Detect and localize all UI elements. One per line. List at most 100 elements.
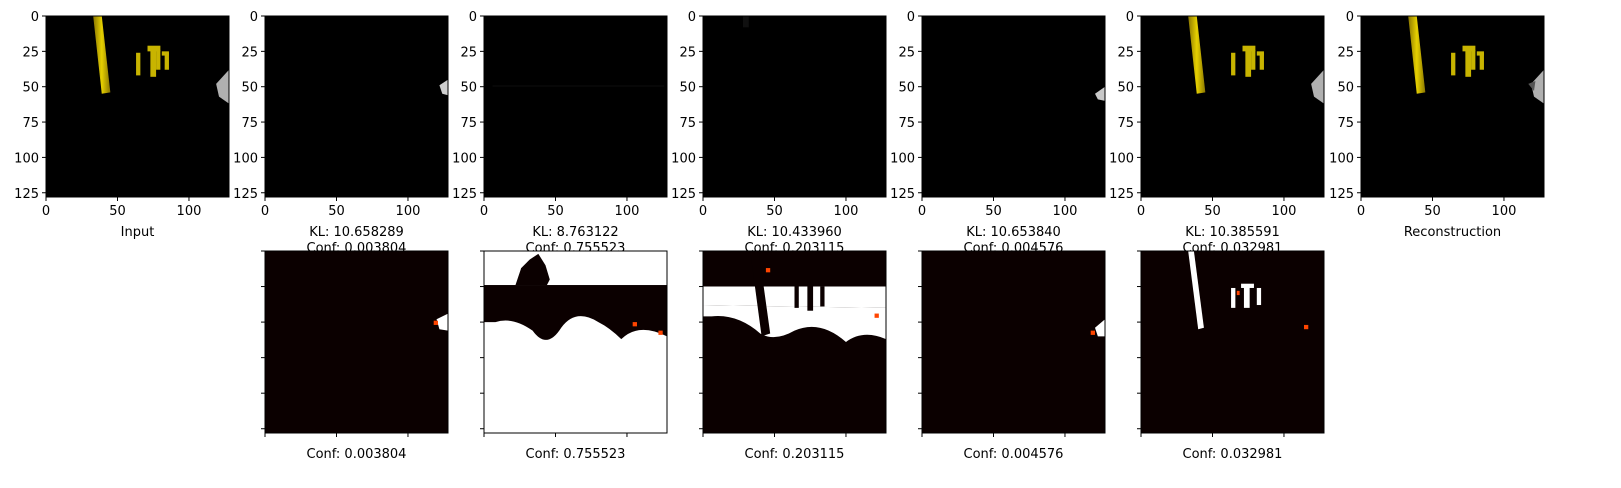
peg-cap [147, 45, 161, 52]
y-tick-label: 100 [233, 151, 258, 166]
axes-frame [483, 15, 668, 198]
bar-object [1188, 16, 1206, 94]
x-tick-label: 50 [766, 204, 783, 219]
y-tick-label: 100 [890, 151, 915, 166]
x-tick-label: 0 [918, 204, 926, 219]
x-tick-label: 100 [396, 204, 421, 219]
mask-background [703, 251, 886, 433]
axes-frame [1140, 15, 1325, 198]
y-tick-label: 0 [250, 10, 258, 25]
y-tick-label: 0 [907, 10, 915, 25]
peg-object [1251, 49, 1256, 70]
y-tick-label: 25 [241, 45, 258, 60]
x-tick-label: 50 [547, 204, 564, 219]
x-tick-label: 0 [42, 204, 50, 219]
kl-label: KL: 10.433960 [747, 225, 842, 240]
mask-peg [794, 285, 799, 308]
mask-band [484, 285, 667, 340]
conf-label: Conf: 0.003804 [307, 447, 407, 462]
y-tick-label: 125 [1329, 187, 1354, 202]
mask-blob [1094, 319, 1105, 337]
peg-object [1451, 52, 1456, 76]
panel-top-7: 0 50 100 0 25 50 75 100 125 Reconstruction [1329, 10, 1545, 240]
image-background [1361, 16, 1544, 197]
image-background [922, 16, 1105, 197]
y-tick-label: 0 [1126, 10, 1134, 25]
kl-label: KL: 10.658289 [309, 225, 404, 240]
peg-object [1259, 52, 1264, 70]
panel-top-1: 0 50 100 0 25 50 75 100 125 Input [14, 10, 230, 240]
mask-background [922, 251, 1105, 433]
peg-object [150, 47, 157, 77]
x-tick-label: 0 [1357, 204, 1365, 219]
y-tick-label: 125 [14, 187, 39, 202]
kl-label: KL: 10.385591 [1185, 225, 1280, 240]
y-tick-label: 75 [898, 116, 915, 131]
image-background [265, 16, 448, 197]
mask-edge [765, 268, 771, 273]
peg-object [136, 52, 141, 76]
axes-frame [264, 250, 449, 434]
mask-edge [658, 330, 663, 335]
x-tick-label: 100 [1053, 204, 1078, 219]
axes-frame [702, 15, 887, 198]
conf-label: Conf: 0.203115 [745, 447, 845, 462]
y-tick-label: 125 [890, 187, 915, 202]
axes-frame [921, 15, 1106, 198]
x-tick-label: 50 [1424, 204, 1441, 219]
axes-frame [45, 15, 230, 198]
y-tick-label: 75 [22, 116, 39, 131]
conf-label: Conf: 0.755523 [526, 447, 626, 462]
y-tick-label: 50 [1117, 81, 1134, 96]
mask-edge [1090, 330, 1095, 335]
x-tick-label: 100 [1492, 204, 1517, 219]
y-tick-label: 75 [241, 116, 258, 131]
mask-peg [820, 286, 825, 307]
panel-xlabel: Reconstruction [1404, 225, 1501, 240]
mask-peg [1243, 285, 1250, 308]
panel-bottom-5: Conf: 0.032981 [1137, 250, 1325, 462]
y-tick-label: 50 [679, 81, 696, 96]
panel-bottom-2: Conf: 0.755523 [480, 250, 668, 462]
y-tick-label: 50 [241, 81, 258, 96]
y-tick-label: 25 [1117, 45, 1134, 60]
y-tick-label: 125 [671, 187, 696, 202]
y-tick-label: 25 [22, 45, 39, 60]
bar-object [93, 16, 111, 94]
image-background [46, 16, 229, 197]
y-tick-label: 75 [1337, 116, 1354, 131]
peg-cap [1462, 45, 1476, 52]
mask-edge [632, 322, 637, 327]
y-tick-label: 100 [14, 151, 39, 166]
mask-region [484, 251, 667, 286]
y-tick-label: 125 [452, 187, 477, 202]
x-tick-label: 0 [699, 204, 707, 219]
panel-bottom-4: Conf: 0.004576 [918, 250, 1106, 462]
gripper-object [1531, 69, 1544, 104]
y-tick-label: 25 [679, 45, 696, 60]
mask-peg [1241, 283, 1254, 288]
x-tick-label: 50 [985, 204, 1002, 219]
mask-peg [1256, 287, 1262, 306]
bar-object [1408, 16, 1426, 94]
gripper-object [439, 79, 448, 96]
y-tick-label: 25 [898, 45, 915, 60]
mask-background [1141, 251, 1324, 433]
y-tick-label: 25 [460, 45, 477, 60]
mask-bar [750, 251, 771, 337]
x-tick-label: 50 [328, 204, 345, 219]
peg-object [1231, 52, 1236, 76]
mask-edge [433, 320, 438, 325]
mask-peg [807, 282, 814, 311]
gripper-object [1311, 69, 1324, 104]
mask-hole [515, 253, 550, 286]
image-background [703, 16, 886, 197]
x-tick-label: 100 [615, 204, 640, 219]
y-tick-label: 100 [671, 151, 696, 166]
axes-frame [264, 15, 449, 198]
y-tick-label: 125 [233, 187, 258, 202]
